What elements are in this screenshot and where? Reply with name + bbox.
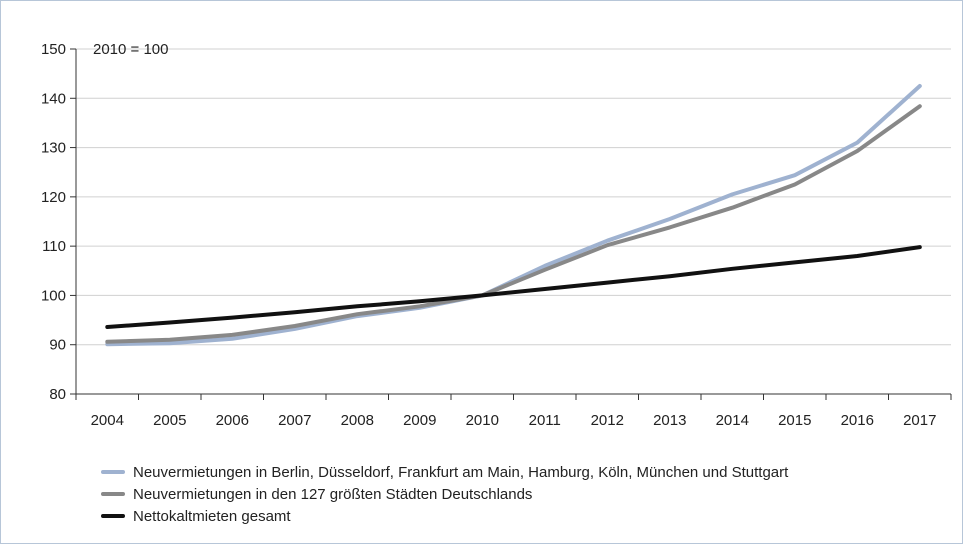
legend-label-series-0: Neuvermietungen in Berlin, Düsseldorf, F… bbox=[133, 463, 789, 481]
y-tick-label-80: 80 bbox=[49, 386, 66, 403]
legend-swatch-series-0 bbox=[101, 470, 125, 474]
y-tick-label-140: 140 bbox=[41, 90, 66, 107]
y-tick-label-150: 150 bbox=[41, 41, 66, 58]
legend-item-series-0: Neuvermietungen in Berlin, Düsseldorf, F… bbox=[101, 461, 788, 483]
unit-label: 2010 = 100 bbox=[93, 41, 169, 58]
y-tick-label-120: 120 bbox=[41, 189, 66, 206]
series-line-2 bbox=[105, 245, 922, 329]
y-axis-ticks: 80 90 100 110 120 130 140 150 bbox=[41, 41, 76, 403]
legend: Neuvermietungen in Berlin, Düsseldorf, F… bbox=[101, 461, 788, 527]
x-tick-label-2017: 2017 bbox=[903, 412, 936, 429]
y-tick-label-90: 90 bbox=[49, 337, 66, 354]
series-line-0 bbox=[105, 84, 922, 347]
x-tick-label-2005: 2005 bbox=[153, 412, 186, 429]
legend-item-series-2: Nettokaltmieten gesamt bbox=[101, 505, 788, 527]
series-lines bbox=[105, 84, 922, 347]
x-tick-label-2010: 2010 bbox=[466, 412, 499, 429]
x-tick-label-2013: 2013 bbox=[653, 412, 686, 429]
x-tick-label-2009: 2009 bbox=[403, 412, 436, 429]
x-tick-label-2004: 2004 bbox=[91, 412, 124, 429]
x-tick-label-2006: 2006 bbox=[216, 412, 249, 429]
y-tick-label-130: 130 bbox=[41, 140, 66, 157]
legend-swatch-series-1 bbox=[101, 492, 125, 496]
gridlines bbox=[76, 48, 951, 346]
series-line-1 bbox=[105, 104, 922, 344]
y-tick-label-100: 100 bbox=[41, 287, 66, 304]
legend-item-series-1: Neuvermietungen in den 127 größten Städt… bbox=[101, 483, 788, 505]
x-axis-ticks: 2004 2005 2006 2007 2008 2009 2010 2011 2012 2013… bbox=[75, 394, 952, 429]
y-tick-label-110: 110 bbox=[42, 238, 66, 255]
x-tick-label-2014: 2014 bbox=[716, 412, 749, 429]
x-tick-label-2007: 2007 bbox=[278, 412, 311, 429]
legend-label-series-1: Neuvermietungen in den 127 größten Städt… bbox=[133, 485, 533, 503]
legend-label-series-2: Nettokaltmieten gesamt bbox=[133, 507, 291, 525]
x-tick-label-2008: 2008 bbox=[341, 412, 374, 429]
x-tick-label-2012: 2012 bbox=[591, 412, 624, 429]
legend-swatch-series-2 bbox=[101, 514, 125, 518]
x-tick-label-2011: 2011 bbox=[529, 412, 561, 429]
x-tick-label-2015: 2015 bbox=[778, 412, 811, 429]
x-tick-label-2016: 2016 bbox=[841, 412, 874, 429]
